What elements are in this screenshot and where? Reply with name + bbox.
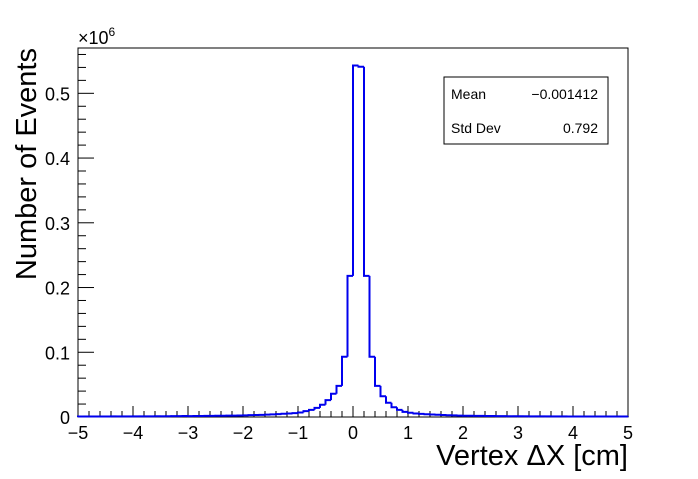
x-tick-label: 1 — [403, 423, 413, 443]
histogram-bin — [370, 276, 376, 357]
y-tick-label: 0 — [60, 408, 70, 428]
histogram-bin — [348, 276, 354, 357]
y-tick-label: 0.5 — [45, 84, 70, 104]
histogram-bin — [375, 357, 381, 386]
x-tick-label: −2 — [233, 423, 254, 443]
y-axis-label: Number of Events — [11, 48, 43, 280]
x-axis-label: Vertex ΔX [cm] — [436, 440, 628, 472]
histogram-bin — [392, 403, 398, 408]
stats-std-value: 0.792 — [563, 120, 598, 136]
y-tick-label: 0.2 — [45, 279, 70, 299]
histogram-bin — [408, 412, 414, 413]
histogram-bin — [342, 357, 348, 386]
x-tick-label: −4 — [123, 423, 144, 443]
histogram-bin — [359, 65, 365, 66]
stats-std-label: Std Dev — [451, 120, 501, 136]
histogram-bin — [353, 65, 359, 275]
histogram-bin — [414, 413, 420, 414]
histogram-bin — [381, 386, 387, 396]
histogram-bin — [315, 408, 321, 410]
histogram-bin — [298, 412, 304, 413]
y-exponent-label: ×106 — [78, 25, 116, 48]
stats-box: Mean −0.001412 Std Dev 0.792 — [444, 77, 608, 144]
histogram-bin — [326, 400, 332, 405]
histogram-bin — [386, 396, 392, 402]
y-tick-label: 0.3 — [45, 214, 70, 234]
histogram-bin — [309, 410, 315, 411]
y-tick-label: 0.1 — [45, 343, 70, 363]
histogram-bin — [331, 394, 337, 400]
histogram-bin — [78, 416, 84, 417]
x-tick-label: 0 — [348, 423, 358, 443]
histogram-bin — [397, 407, 403, 410]
histogram-bin — [364, 67, 370, 276]
y-exponent-power: 6 — [109, 25, 116, 39]
stats-mean-value: −0.001412 — [531, 86, 598, 102]
x-tick-label: −5 — [68, 423, 89, 443]
y-tick-label: 0.4 — [45, 149, 70, 169]
histogram-bin — [403, 410, 409, 412]
x-tick-label: −3 — [178, 423, 199, 443]
histogram-bin — [320, 405, 326, 408]
histogram-bin — [304, 411, 310, 412]
histogram-bin — [337, 386, 343, 394]
x-tick-label: −1 — [288, 423, 309, 443]
stats-mean-label: Mean — [451, 86, 486, 102]
